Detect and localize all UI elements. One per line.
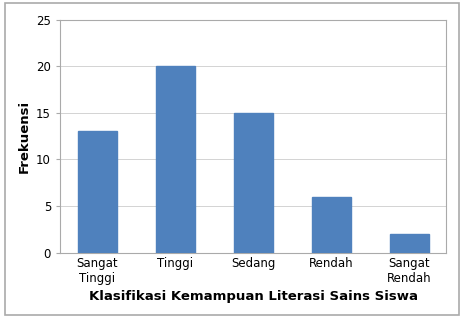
Bar bbox=[77, 131, 116, 252]
Bar bbox=[389, 234, 428, 252]
Bar bbox=[233, 113, 272, 252]
Y-axis label: Frekuensi: Frekuensi bbox=[18, 100, 31, 173]
Bar bbox=[311, 197, 350, 252]
X-axis label: Klasifikasi Kemampuan Literasi Sains Siswa: Klasifikasi Kemampuan Literasi Sains Sis… bbox=[88, 290, 417, 303]
Bar bbox=[156, 66, 194, 252]
